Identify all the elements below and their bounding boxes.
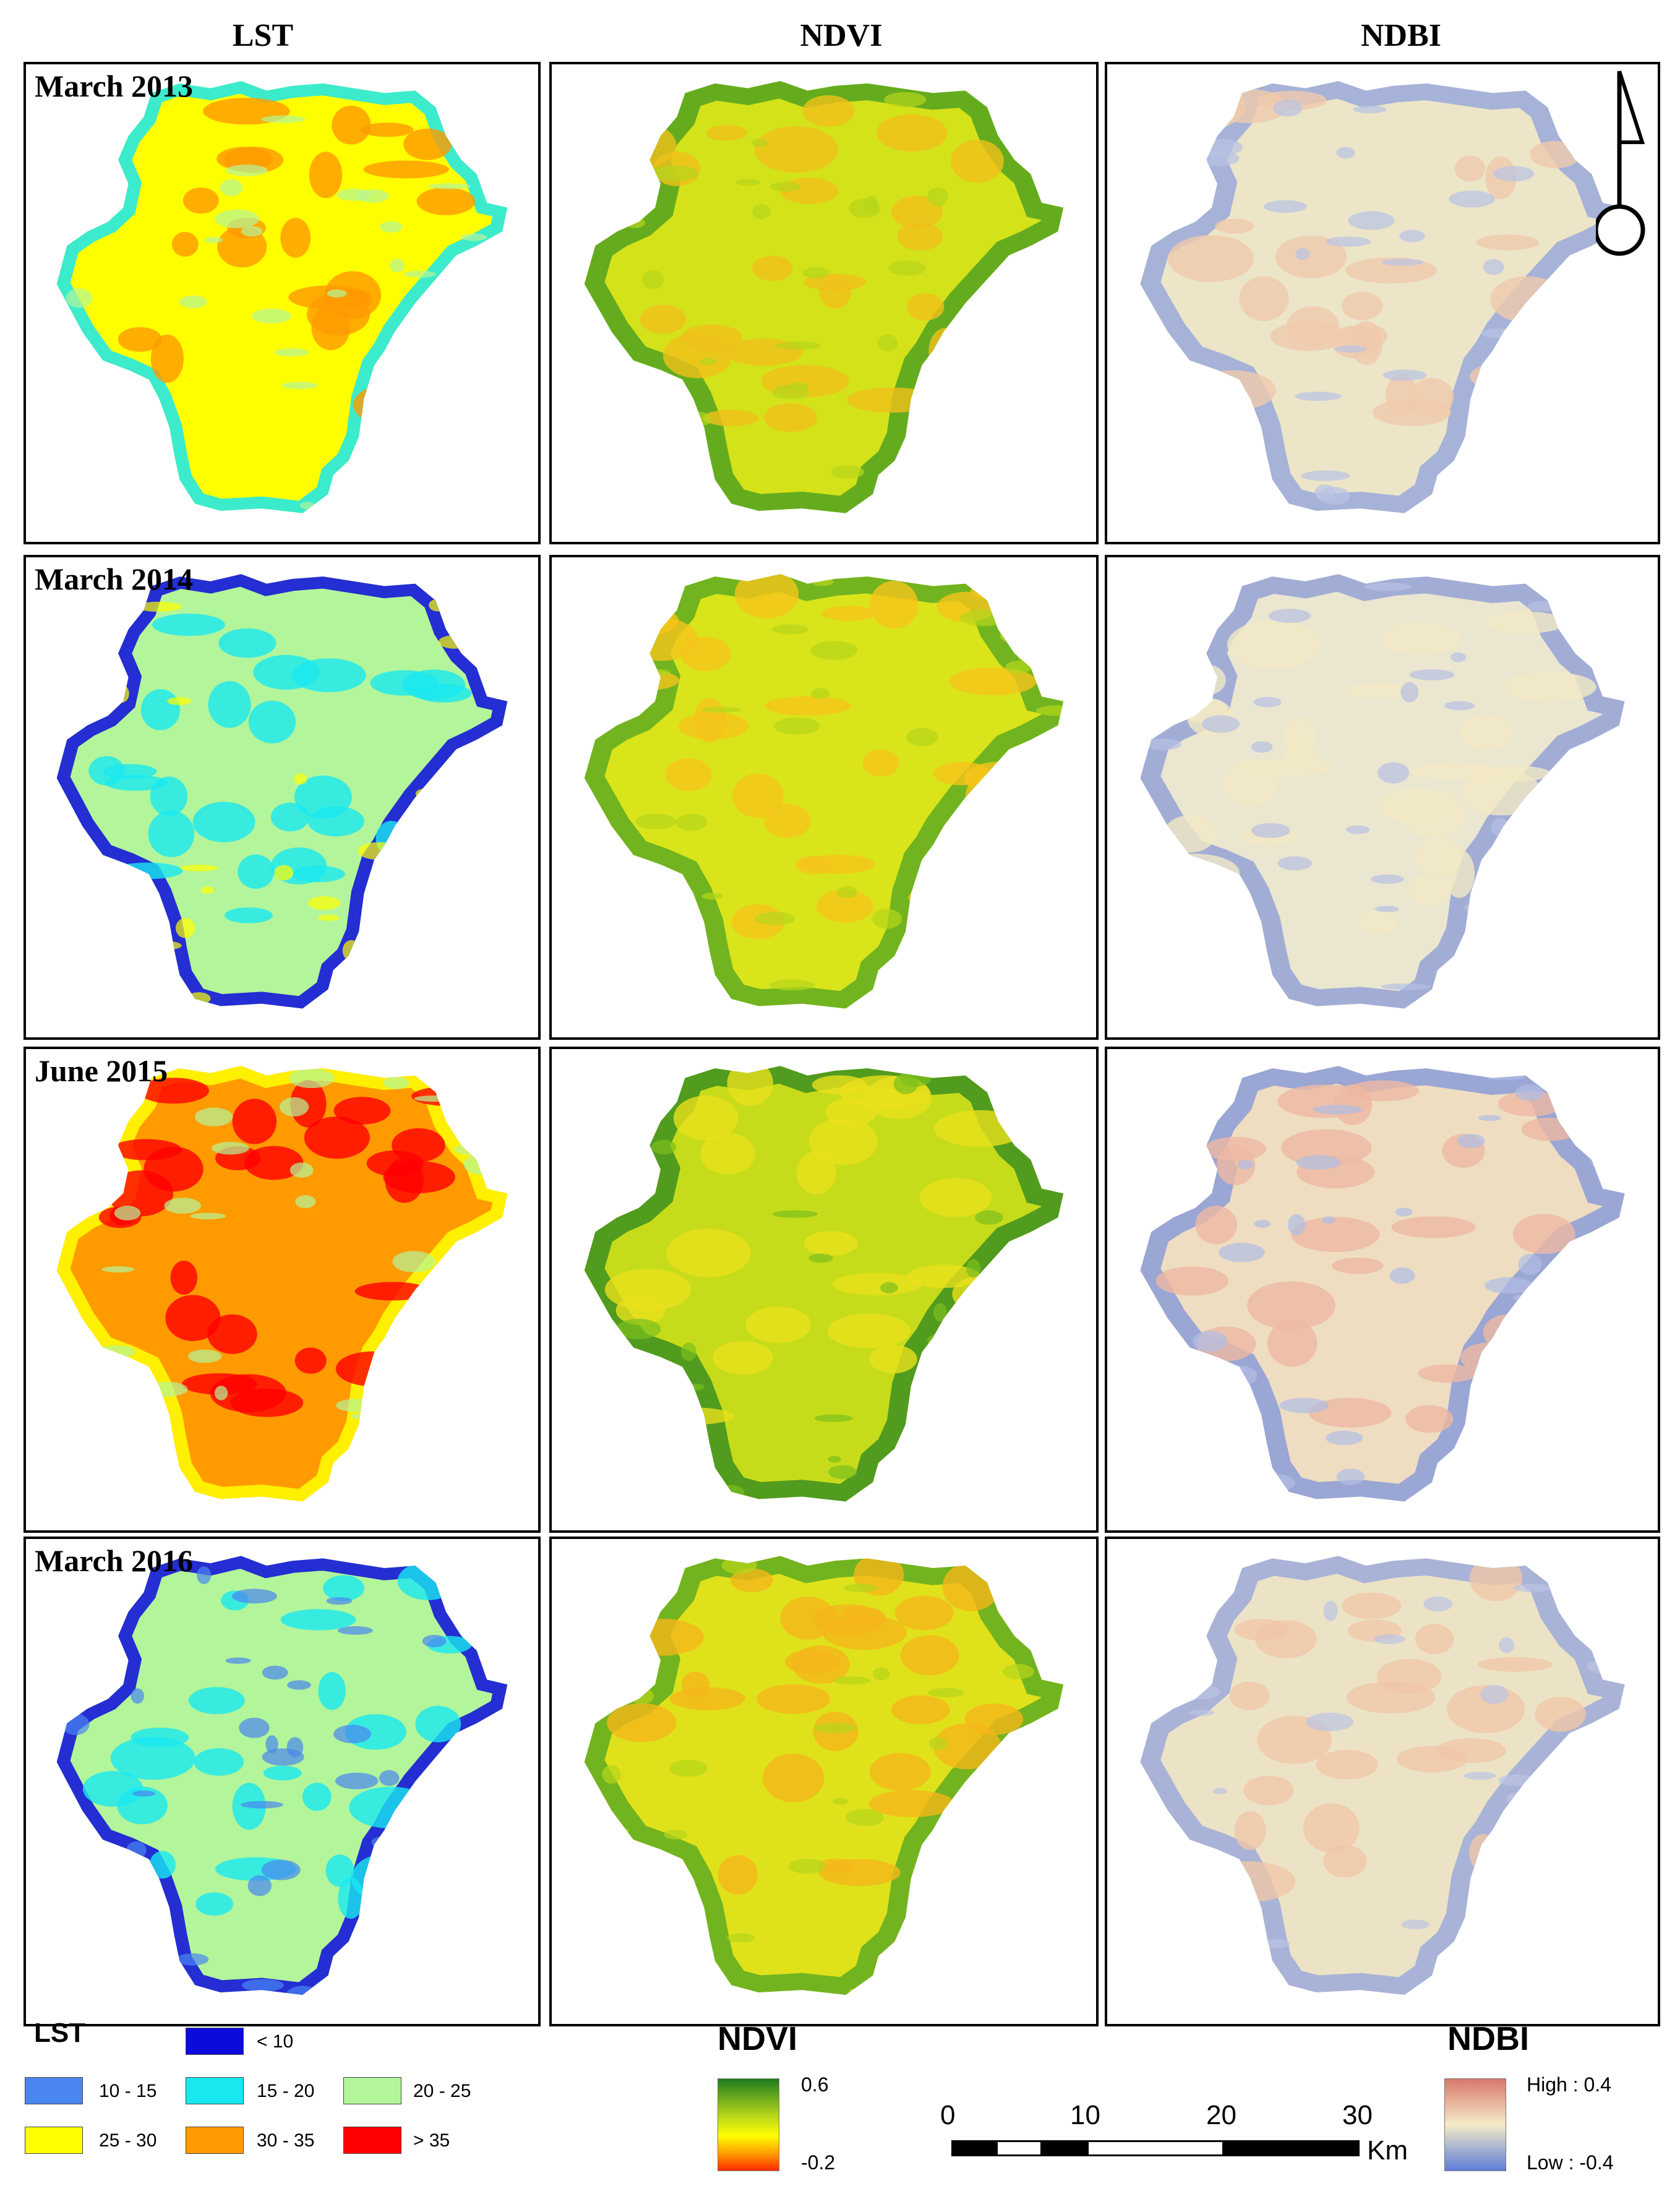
lst-legend-title: LST (34, 2018, 86, 2048)
lst-swatch-15-20 (186, 2077, 244, 2104)
lst-label-25-30: 25 - 30 (99, 2130, 157, 2151)
ndbi-low-label: Low : -0.4 (1527, 2151, 1614, 2174)
ndvi-legend-title: NDVI (718, 2020, 798, 2057)
scale-tick-10: 10 (1070, 2100, 1100, 2130)
map-image-ndbi-2 (1140, 574, 1625, 1009)
map-image-ndvi-3 (584, 1066, 1064, 1502)
row-label-2: March 2014 (35, 562, 193, 596)
lst-label-15-20: 15 - 20 (257, 2081, 315, 2101)
map-image-ndbi-1 (1140, 81, 1625, 513)
ndvi-low-label: -0.2 (801, 2151, 836, 2174)
map-panel-ndvi-4 (549, 1537, 1099, 2026)
scale-segment-1 (951, 2140, 998, 2156)
map-panel-ndvi-3 (549, 1047, 1099, 1533)
ndvi-color-ramp (718, 2078, 779, 2171)
map-panel-lst-4: March 2016 (24, 1537, 541, 2026)
lst-swatch-30-35 (186, 2127, 244, 2154)
map-panel-ndvi-1 (549, 62, 1099, 544)
map-panel-lst-1: March 2013 (24, 62, 541, 544)
map-panel-ndvi-2 (549, 555, 1099, 1040)
scale-tick-0: 0 (940, 2100, 956, 2130)
scale-unit: Km (1367, 2135, 1408, 2166)
map-panel-ndbi-1 (1105, 62, 1660, 544)
ndbi-legend-title: NDBI (1447, 2020, 1529, 2057)
map-panel-lst-2: March 2014 (24, 555, 541, 1040)
map-image-ndvi-4 (584, 1556, 1064, 1995)
column-header-lst: LST (232, 18, 294, 53)
lst-swatch-20-25 (343, 2077, 401, 2104)
map-image-lst-3 (56, 1066, 508, 1502)
map-panel-lst-3: June 2015 (24, 1047, 541, 1533)
north-arrow-icon (1596, 71, 1645, 256)
lst-label-gt35: > 35 (413, 2130, 450, 2151)
lst-label-20-25: 20 - 25 (413, 2081, 471, 2101)
row-label-3: June 2015 (35, 1053, 168, 1088)
lst-swatch-gt35 (343, 2127, 401, 2154)
scale-segment-5 (1222, 2140, 1360, 2156)
scale-tick-30: 30 (1342, 2100, 1373, 2130)
ndbi-color-ramp (1444, 2078, 1506, 2171)
lst-swatch-25-30 (25, 2127, 83, 2154)
column-header-ndvi: NDVI (800, 18, 883, 53)
map-image-lst-2 (56, 574, 508, 1009)
map-panel-ndbi-2 (1105, 555, 1660, 1040)
scale-tick-20: 20 (1206, 2100, 1236, 2130)
lst-label-10-15: 10 - 15 (99, 2081, 157, 2101)
column-header-ndbi: NDBI (1360, 18, 1442, 53)
map-image-ndbi-4 (1140, 1556, 1625, 1995)
row-label-1: March 2013 (35, 69, 193, 103)
map-image-lst-4 (56, 1556, 508, 1995)
lst-swatch-10-15 (25, 2077, 83, 2104)
map-image-ndbi-3 (1140, 1066, 1625, 1502)
map-image-ndvi-1 (584, 81, 1064, 513)
scale-segment-3 (1040, 2140, 1089, 2156)
lst-label-lt10: < 10 (257, 2031, 294, 2052)
lst-label-30-35: 30 - 35 (257, 2130, 315, 2151)
lst-swatch-lt10 (186, 2028, 244, 2055)
row-label-4: March 2016 (35, 1543, 193, 1578)
ndbi-high-label: High : 0.4 (1527, 2073, 1611, 2096)
map-panel-ndbi-3 (1105, 1047, 1660, 1533)
map-image-lst-1 (56, 81, 508, 513)
ndvi-high-label: 0.6 (801, 2073, 829, 2096)
map-panel-ndbi-4 (1105, 1537, 1660, 2026)
scale-segment-2 (996, 2140, 1042, 2156)
scale-segment-4 (1087, 2140, 1224, 2156)
map-image-ndvi-2 (584, 574, 1064, 1009)
